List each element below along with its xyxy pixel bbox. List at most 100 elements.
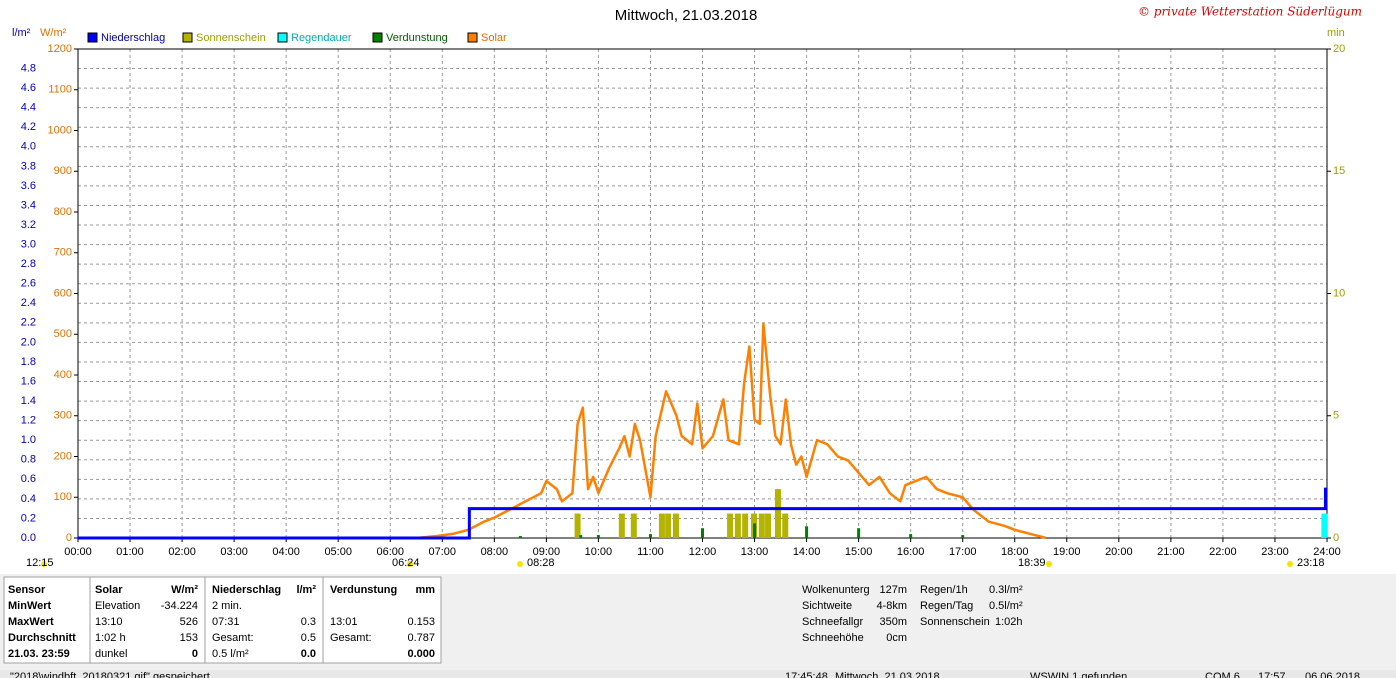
panel-text: 526 (180, 616, 198, 628)
panel-text: 153 (180, 632, 198, 644)
bar (782, 513, 789, 538)
marker-label: 12:15 (26, 557, 54, 569)
y2-tick-label: 4.2 (21, 121, 36, 133)
panel-text: 0.787 (407, 632, 435, 644)
y2-tick-label: 4.0 (21, 141, 36, 153)
bar (857, 528, 861, 538)
y2-tick-label: 2.0 (21, 336, 36, 348)
y2-tick-label: 0.2 (21, 512, 36, 524)
legend-swatch (467, 32, 478, 43)
y2-tick-label: 4.4 (21, 102, 36, 114)
x-tick-label: 01:00 (116, 546, 144, 558)
y3-label: min (1327, 27, 1345, 39)
bar (701, 528, 704, 538)
x-tick-label: 08:00 (481, 546, 509, 558)
x-tick-label: 03:00 (220, 546, 248, 558)
bar (630, 513, 637, 538)
panel-text: Regen/Tag (920, 600, 973, 612)
status-text: Mittwoch, 21.03.2018 (835, 671, 940, 678)
panel-text: 0.3 (301, 616, 316, 628)
chart-title: Mittwoch, 21.03.2018 (615, 7, 758, 24)
y2-tick-label: 1.8 (21, 356, 36, 368)
y2-tick-label: 1.6 (21, 375, 36, 387)
panel-text: Niederschlag (212, 584, 281, 596)
x-tick-label: 19:00 (1053, 546, 1081, 558)
panel-text: Schneefallgr (802, 616, 863, 628)
legend-label: Solar (481, 32, 507, 44)
y2-tick-label: 2.8 (21, 258, 36, 270)
panel-text: 13:10 (95, 616, 123, 628)
legend-label: Verdunstung (386, 32, 448, 44)
bar (805, 526, 809, 538)
status-text: WSWIN 1 gefunden (1030, 671, 1127, 678)
x-tick-label: 09:00 (533, 546, 561, 558)
panel-text: 0cm (886, 632, 907, 644)
y2-tick-label: 3.4 (21, 199, 36, 211)
x-tick-label: 15:00 (845, 546, 873, 558)
y-tick-label: 300 (54, 410, 72, 422)
y-tick-label: 900 (54, 165, 72, 177)
panel-text: Sensor (8, 584, 46, 596)
y2-tick-label: 0.6 (21, 473, 36, 485)
bar (774, 489, 781, 538)
y2-tick-label: 3.0 (21, 239, 36, 251)
status-text: COM 6 (1205, 671, 1240, 678)
marker-label: 06:24 (392, 557, 420, 569)
status-text: 17:57 (1258, 671, 1286, 678)
status-bar (0, 670, 1396, 678)
panel-text: Gesamt: (330, 632, 372, 644)
y2-tick-label: 3.2 (21, 219, 36, 231)
panel-text: 13:01 (330, 616, 358, 628)
panel-text: MinWert (8, 600, 52, 612)
bar (618, 513, 625, 538)
sun-marker (1287, 561, 1293, 567)
y-tick-label: 0 (66, 532, 72, 544)
legend-label: Sonnenschein (196, 32, 266, 44)
y-tick-label: 700 (54, 247, 72, 259)
panel-text: Durchschnitt (8, 632, 76, 644)
stats-box (3, 576, 442, 664)
y-tick-label: 1200 (48, 43, 72, 55)
marker-label: 23:18 (1297, 557, 1325, 569)
x-tick-label: 06:00 (376, 546, 404, 558)
y2-tick-label: 2.6 (21, 278, 36, 290)
bar (961, 535, 965, 538)
panel-text: Sichtweite (802, 600, 852, 612)
panel-text: 0.000 (407, 648, 435, 660)
x-tick-label: 13:00 (741, 546, 769, 558)
status-text: 17:45:48 (785, 671, 828, 678)
y3-tick-label: 5 (1333, 410, 1339, 422)
x-tick-label: 10:00 (585, 546, 613, 558)
x-tick-label: 17:00 (949, 546, 977, 558)
status-text: 06.06.2018 (1305, 671, 1360, 678)
y-tick-label: 1100 (48, 84, 72, 96)
x-tick-label: 12:00 (689, 546, 717, 558)
bar (665, 513, 672, 538)
y-tick-label: 100 (54, 491, 72, 503)
panel-text: Elevation (95, 600, 140, 612)
panel-text: Regen/1h (920, 584, 968, 596)
y-tick-label: 800 (54, 206, 72, 218)
panel-text: 0.5 (301, 632, 316, 644)
panel-text: Solar (95, 584, 123, 596)
x-tick-label: 18:00 (1001, 546, 1029, 558)
y2-tick-label: 1.0 (21, 434, 36, 446)
y2-tick-label: 2.2 (21, 317, 36, 329)
bar (574, 513, 581, 538)
y2-tick-label: 4.8 (21, 62, 36, 74)
panel-text: 1:02 h (95, 632, 126, 644)
panel-text: 2 min. (212, 600, 242, 612)
x-tick-label: 02:00 (168, 546, 196, 558)
panel-text: -34.224 (161, 600, 198, 612)
legend-swatch (277, 32, 288, 43)
y-tick-label: 1000 (48, 124, 72, 136)
panel-text: 0.5 l/m² (212, 648, 249, 660)
y-tick-label: 600 (54, 287, 72, 299)
y2-tick-label: 0.0 (21, 532, 36, 544)
panel-text: 21.03. 23:59 (8, 648, 70, 660)
legend-swatch (182, 32, 193, 43)
y2-tick-label: 1.2 (21, 415, 36, 427)
x-tick-label: 14:00 (793, 546, 821, 558)
bar (765, 513, 772, 538)
